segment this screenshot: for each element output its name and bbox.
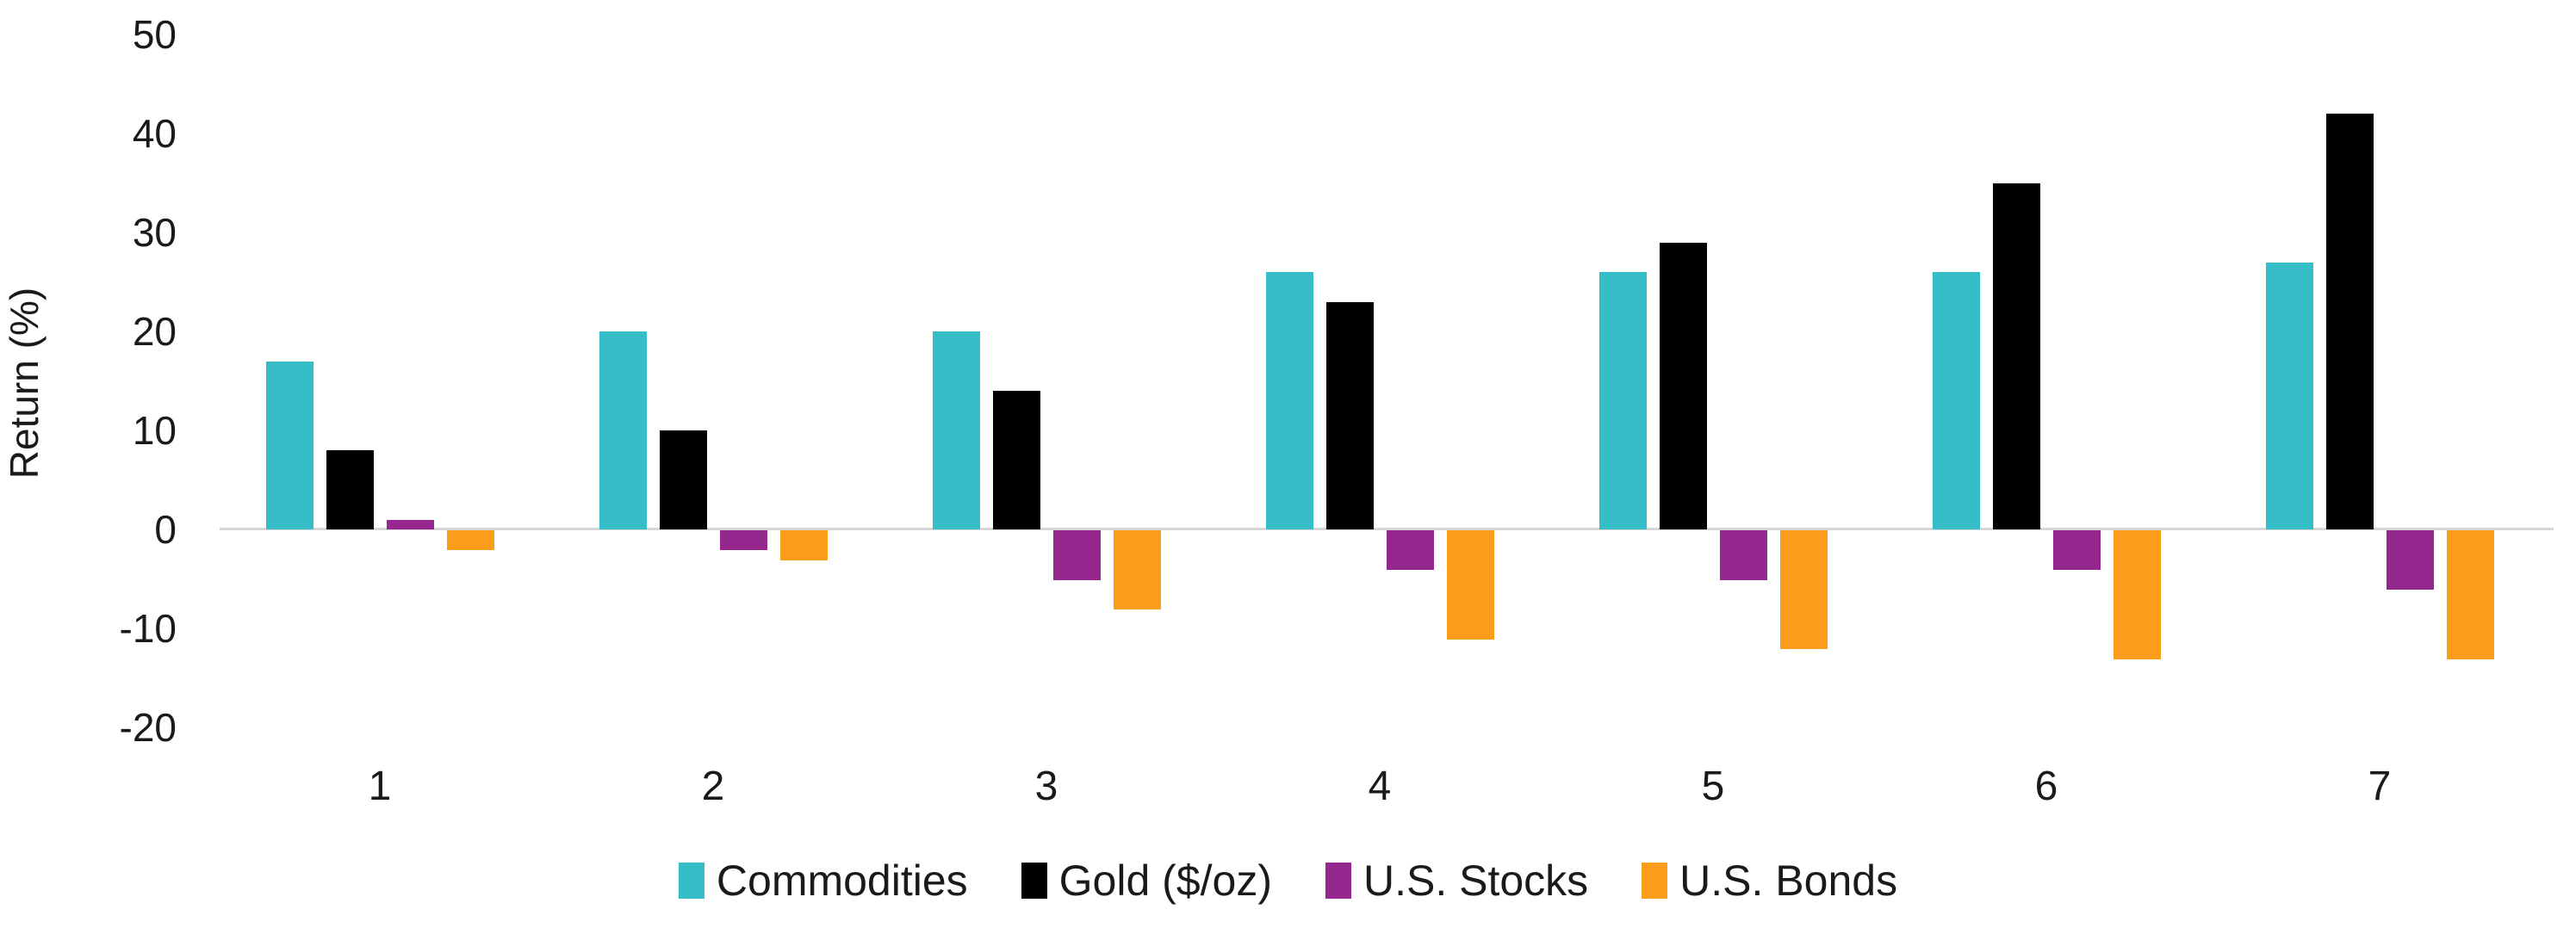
bar-u-s-bonds-cat2 xyxy=(779,530,828,560)
bar-u-s-bonds-cat7 xyxy=(2446,530,2494,659)
bar-gold-oz-cat6 xyxy=(1992,182,2040,529)
bar-u-s-stocks-cat3 xyxy=(1052,530,1101,580)
bar-u-s-bonds-cat6 xyxy=(2113,530,2161,659)
bar-commodities-cat5 xyxy=(1598,272,1647,529)
legend-label: U.S. Bonds xyxy=(1679,857,1898,905)
bar-commodities-cat6 xyxy=(1932,272,1980,529)
bar-u-s-stocks-cat5 xyxy=(1719,530,1767,580)
bar-u-s-bonds-cat5 xyxy=(1779,530,1828,649)
legend-item-u-s-bonds: U.S. Bonds xyxy=(1642,857,1897,905)
bar-gold-oz-cat5 xyxy=(1659,242,1707,529)
legend-swatch xyxy=(678,863,705,899)
x-tick-label: 1 xyxy=(368,764,392,809)
bar-u-s-bonds-cat4 xyxy=(1446,530,1494,640)
y-tick-label: -20 xyxy=(119,705,177,750)
legend-label: Gold ($/oz) xyxy=(1058,857,1272,905)
bar-commodities-cat7 xyxy=(2265,262,2313,529)
y-tick-label: 10 xyxy=(132,408,177,453)
legend-item-gold-oz: Gold ($/oz) xyxy=(1021,857,1272,905)
y-tick-label: 30 xyxy=(132,210,177,255)
legend-label: U.S. Stocks xyxy=(1362,857,1589,905)
x-tick-label: 6 xyxy=(2034,764,2058,809)
bar-gold-oz-cat7 xyxy=(2325,114,2374,529)
bar-u-s-stocks-cat4 xyxy=(1386,530,1434,570)
legend-swatch xyxy=(1325,863,1351,899)
bar-commodities-cat3 xyxy=(932,331,980,529)
y-tick-label: 20 xyxy=(132,309,177,354)
bar-gold-oz-cat3 xyxy=(992,391,1040,529)
bar-u-s-stocks-cat1 xyxy=(386,519,434,529)
bar-u-s-stocks-cat6 xyxy=(2052,530,2101,570)
bar-gold-oz-cat1 xyxy=(326,450,374,529)
y-tick-label: 50 xyxy=(132,12,177,57)
bar-u-s-bonds-cat3 xyxy=(1113,530,1161,609)
x-tick-label: 4 xyxy=(1368,764,1392,809)
y-tick-label: 40 xyxy=(132,111,177,156)
bar-gold-oz-cat2 xyxy=(659,430,707,529)
y-tick-label: -10 xyxy=(119,606,177,651)
legend-item-u-s-stocks: U.S. Stocks xyxy=(1325,857,1588,905)
bar-commodities-cat2 xyxy=(599,331,647,529)
bar-u-s-bonds-cat1 xyxy=(446,530,494,550)
legend-label: Commodities xyxy=(716,857,968,905)
bar-commodities-cat4 xyxy=(1265,272,1313,529)
legend: Commodities Gold ($/oz) U.S. Stocks U.S. Bo… xyxy=(0,857,2576,905)
x-tick-label: 5 xyxy=(1701,764,1725,809)
bar-gold-oz-cat4 xyxy=(1325,301,1374,529)
bar-u-s-stocks-cat2 xyxy=(719,530,767,550)
legend-item-commodities: Commodities xyxy=(678,857,968,905)
bar-u-s-stocks-cat7 xyxy=(2386,530,2434,590)
x-tick-label: 3 xyxy=(1034,764,1058,809)
y-tick-label: 0 xyxy=(154,507,177,552)
x-tick-label: 2 xyxy=(701,764,725,809)
x-axis-line xyxy=(220,528,2554,530)
legend-swatch xyxy=(1021,863,1047,899)
x-tick-label: 7 xyxy=(2368,764,2392,809)
legend-swatch xyxy=(1642,863,1668,899)
bar-commodities-cat1 xyxy=(265,361,313,529)
